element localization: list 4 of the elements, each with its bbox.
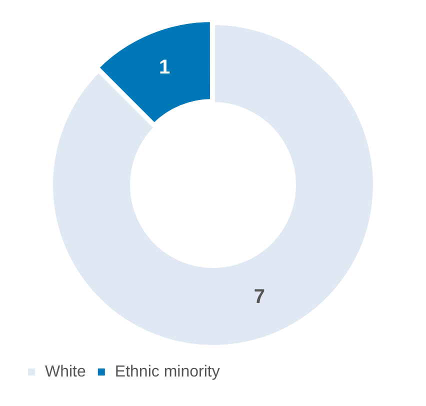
legend-label: White xyxy=(45,363,86,380)
data-label: 7 xyxy=(254,286,266,308)
data-label: 1 xyxy=(159,56,170,79)
legend-label: Ethnic minority xyxy=(114,363,220,380)
